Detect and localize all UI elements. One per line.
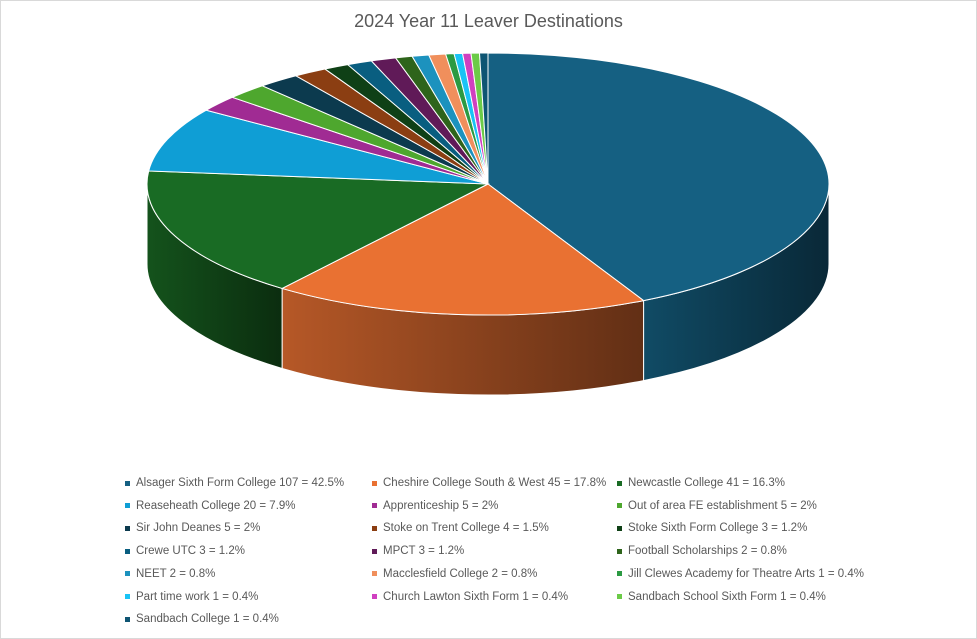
pie-slice-0[interactable] [487,52,830,302]
pie-slice-1[interactable] [280,183,645,316]
pie-slice-18[interactable] [478,52,489,185]
pie-slice-2[interactable] [146,170,490,289]
chart-title: 2024 Year 11 Leaver Destinations [354,11,623,31]
pie-tops [146,52,830,316]
pie-slice-3[interactable] [148,109,489,185]
